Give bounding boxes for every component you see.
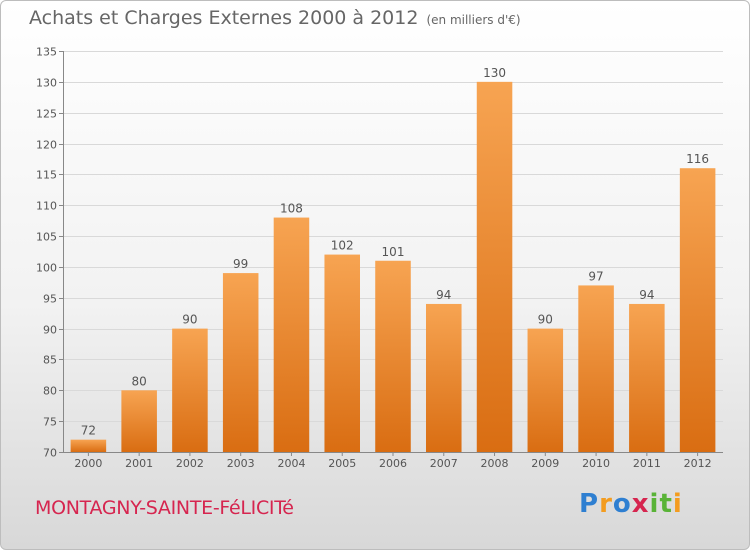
logo-letter: t [659,489,673,519]
bar [629,303,665,452]
x-tick-label: 2000 [74,457,102,470]
x-tick-label: 2005 [328,457,356,470]
value-label: 72 [81,424,96,438]
bar [527,328,564,452]
value-label: 97 [588,269,603,283]
value-label: 101 [382,245,405,259]
bar [273,217,310,452]
bar [578,285,614,452]
x-tick-label: 2009 [531,457,559,470]
logo-letter: r [599,489,613,519]
axes: 70 75 80 85 90 95 100 105 110 115 120 125 130 135 [36,46,723,460]
y-tick-label: 115 [36,169,57,182]
x-tick-label: 2008 [481,457,509,470]
y-tick-label: 130 [36,77,57,90]
value-label: 116 [686,152,709,166]
x-tick-label: 2012 [684,457,712,470]
place-name: MONTAGNY-SAINTE-FéLICITé [35,497,294,519]
bar [70,439,107,452]
logo-letter: i [649,489,660,519]
x-tick-label: 2001 [125,457,153,470]
value-label: 99 [233,257,248,271]
y-tick-label: 70 [43,447,57,460]
proxiti-logo[interactable]: Proxiti [579,489,683,519]
y-tick-label: 120 [36,139,57,152]
bar [222,273,259,452]
bar [426,303,462,452]
bars [70,81,716,452]
bar [679,168,716,452]
x-tick-label: 2004 [277,457,305,470]
value-label: 94 [436,288,451,302]
bar [324,254,360,452]
bar [121,390,157,452]
chart-unit: (en milliers d'€) [426,13,521,27]
bar [375,260,411,452]
logo-letter: o [612,489,632,519]
logo-letter: i [672,489,683,519]
x-tick-label: 2010 [582,457,610,470]
y-tick-label: 80 [43,385,57,398]
chart-title: Achats et Charges Externes 2000 à 2012 (e… [29,7,521,29]
value-label: 80 [132,374,147,388]
bar [476,81,513,452]
logo-letter: P [579,489,600,519]
y-tick-label: 135 [36,46,57,59]
y-tick-label: 90 [43,324,57,337]
value-label: 108 [280,202,303,216]
y-tick-label: 100 [36,262,57,275]
x-tick-label: 2006 [379,457,407,470]
value-label: 94 [639,288,654,302]
value-label: 90 [538,313,553,327]
y-tick-label: 85 [43,354,57,367]
y-tick-label: 110 [36,200,57,213]
y-tick-label: 75 [43,416,57,429]
x-tick-label: 2003 [227,457,255,470]
value-label: 130 [483,66,506,80]
logo-letter: x [631,489,650,519]
x-tick-label: 2007 [430,457,458,470]
x-tick-label: 2002 [176,457,204,470]
chart-title-text: Achats et Charges Externes 2000 à 2012 [29,7,419,29]
bar [172,328,208,452]
x-tick-label: 2011 [633,457,661,470]
value-label: 102 [331,239,354,253]
value-label: 90 [182,313,197,327]
y-tick-label: 95 [43,293,57,306]
y-tick-label: 105 [36,231,57,244]
y-tick-label: 125 [36,108,57,121]
labels: 72 2000 80 2001 90 2002 99 2003 108 2004 102 2005 10… [74,66,711,470]
